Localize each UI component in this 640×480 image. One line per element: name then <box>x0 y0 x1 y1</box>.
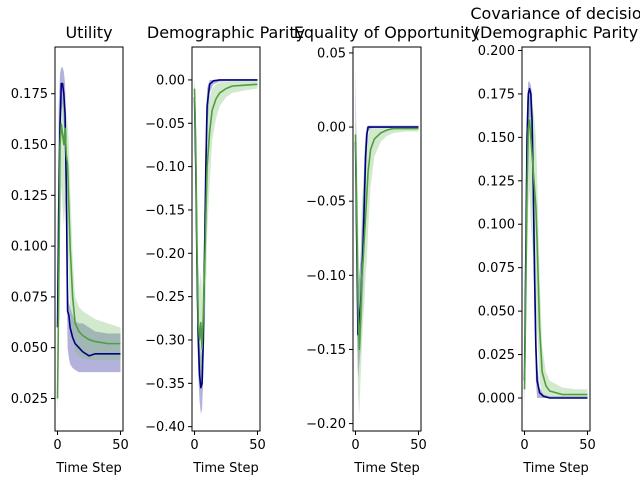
subplot-subtitle: (Demographic Parity <box>474 23 638 42</box>
y-tick-label: 0.00 <box>156 73 185 88</box>
subplot-1: Utility 0.025 0.050 0.075 0.100 0.125 0.150 0.1… <box>11 23 129 476</box>
line-series-1 <box>523 87 588 399</box>
y-tick-label: −0.05 <box>145 117 185 132</box>
subplot-title: Equality of Opportunity <box>294 23 480 42</box>
axes-frame <box>191 46 261 432</box>
subplot-title: Covariance of decisio <box>470 4 640 23</box>
line-series-1 <box>56 82 121 357</box>
x-tick-label: 50 <box>112 438 129 453</box>
y-tick-label: −0.05 <box>306 195 346 210</box>
y-tick-label: 0.050 <box>478 305 515 320</box>
y-tick-label: −0.10 <box>306 269 346 284</box>
y-tick-label: 0.100 <box>11 240 48 255</box>
x-tick-label: 0 <box>53 438 61 453</box>
y-tick-label: 0.075 <box>11 290 48 305</box>
plot-area <box>193 79 258 414</box>
subplot-2: Demographic Parity 0.00 −0.05 −0.10 −0.15 −0.… <box>145 23 305 476</box>
y-tick-label: −0.25 <box>145 290 185 305</box>
y-tick-label: −0.20 <box>145 247 185 262</box>
y-tick-label: 0.00 <box>317 121 346 136</box>
plot-area <box>56 67 121 409</box>
y-tick-label: 0.025 <box>11 392 48 407</box>
subplot-title: Utility <box>65 23 112 42</box>
y-tick-label: −0.40 <box>145 420 185 435</box>
x-axis-label: Time Step <box>192 461 259 476</box>
y-tick-label: 0.200 <box>478 44 515 59</box>
y-tick-label: −0.30 <box>145 333 185 348</box>
line-series-2 <box>193 83 258 350</box>
x-tick-label: 0 <box>520 438 528 453</box>
confidence-band-series-2 <box>524 93 588 398</box>
x-tick-label: 50 <box>410 438 427 453</box>
y-tick-label: 0.000 <box>478 391 515 406</box>
axes-frame <box>521 46 591 432</box>
confidence-band-series-1 <box>524 81 588 412</box>
x-tick-label: 0 <box>351 438 359 453</box>
y-tick-label: 0.025 <box>478 348 515 363</box>
y-tick-label: 0.075 <box>478 261 515 276</box>
y-tick-label: 0.05 <box>317 46 346 61</box>
y-tick-label: 0.150 <box>11 138 48 153</box>
y-tick-label: 0.150 <box>478 131 515 146</box>
x-axis-label: Time Step <box>522 461 589 476</box>
y-tick-label: −0.20 <box>306 417 346 432</box>
confidence-band-series-2 <box>194 79 258 401</box>
y-tick-label: 0.175 <box>11 87 48 102</box>
y-tick-label: −0.35 <box>145 377 185 392</box>
plot-area <box>354 67 419 417</box>
subplot-3: Equality of Opportunity 0.05 0.00 −0.05 −0.1… <box>294 23 480 476</box>
y-tick-label: 0.125 <box>478 174 515 189</box>
plot-area <box>523 81 588 412</box>
line-series-2 <box>523 119 588 396</box>
y-tick-label: 0.125 <box>11 189 48 204</box>
subplot-title: Demographic Parity <box>147 23 305 42</box>
x-tick-label: 50 <box>249 438 266 453</box>
line-series-2 <box>354 127 419 351</box>
subplot-4: Covariance of decisio(Demographic Parity… <box>470 4 640 476</box>
y-tick-label: −0.15 <box>145 203 185 218</box>
y-tick-label: −0.15 <box>306 343 346 358</box>
y-tick-label: −0.10 <box>145 160 185 175</box>
line-series-2 <box>56 123 121 399</box>
y-tick-label: 0.050 <box>11 341 48 356</box>
axes-frame <box>352 46 422 432</box>
axes-frame <box>54 46 124 432</box>
x-tick-label: 0 <box>190 438 198 453</box>
x-tick-label: 50 <box>579 438 596 453</box>
confidence-band-series-1 <box>57 67 121 409</box>
x-axis-label: Time Step <box>353 461 420 476</box>
confidence-band-series-2 <box>57 93 121 409</box>
y-tick-label: 0.100 <box>478 218 515 233</box>
x-axis-label: Time Step <box>55 461 122 476</box>
y-tick-label: 0.175 <box>478 87 515 102</box>
